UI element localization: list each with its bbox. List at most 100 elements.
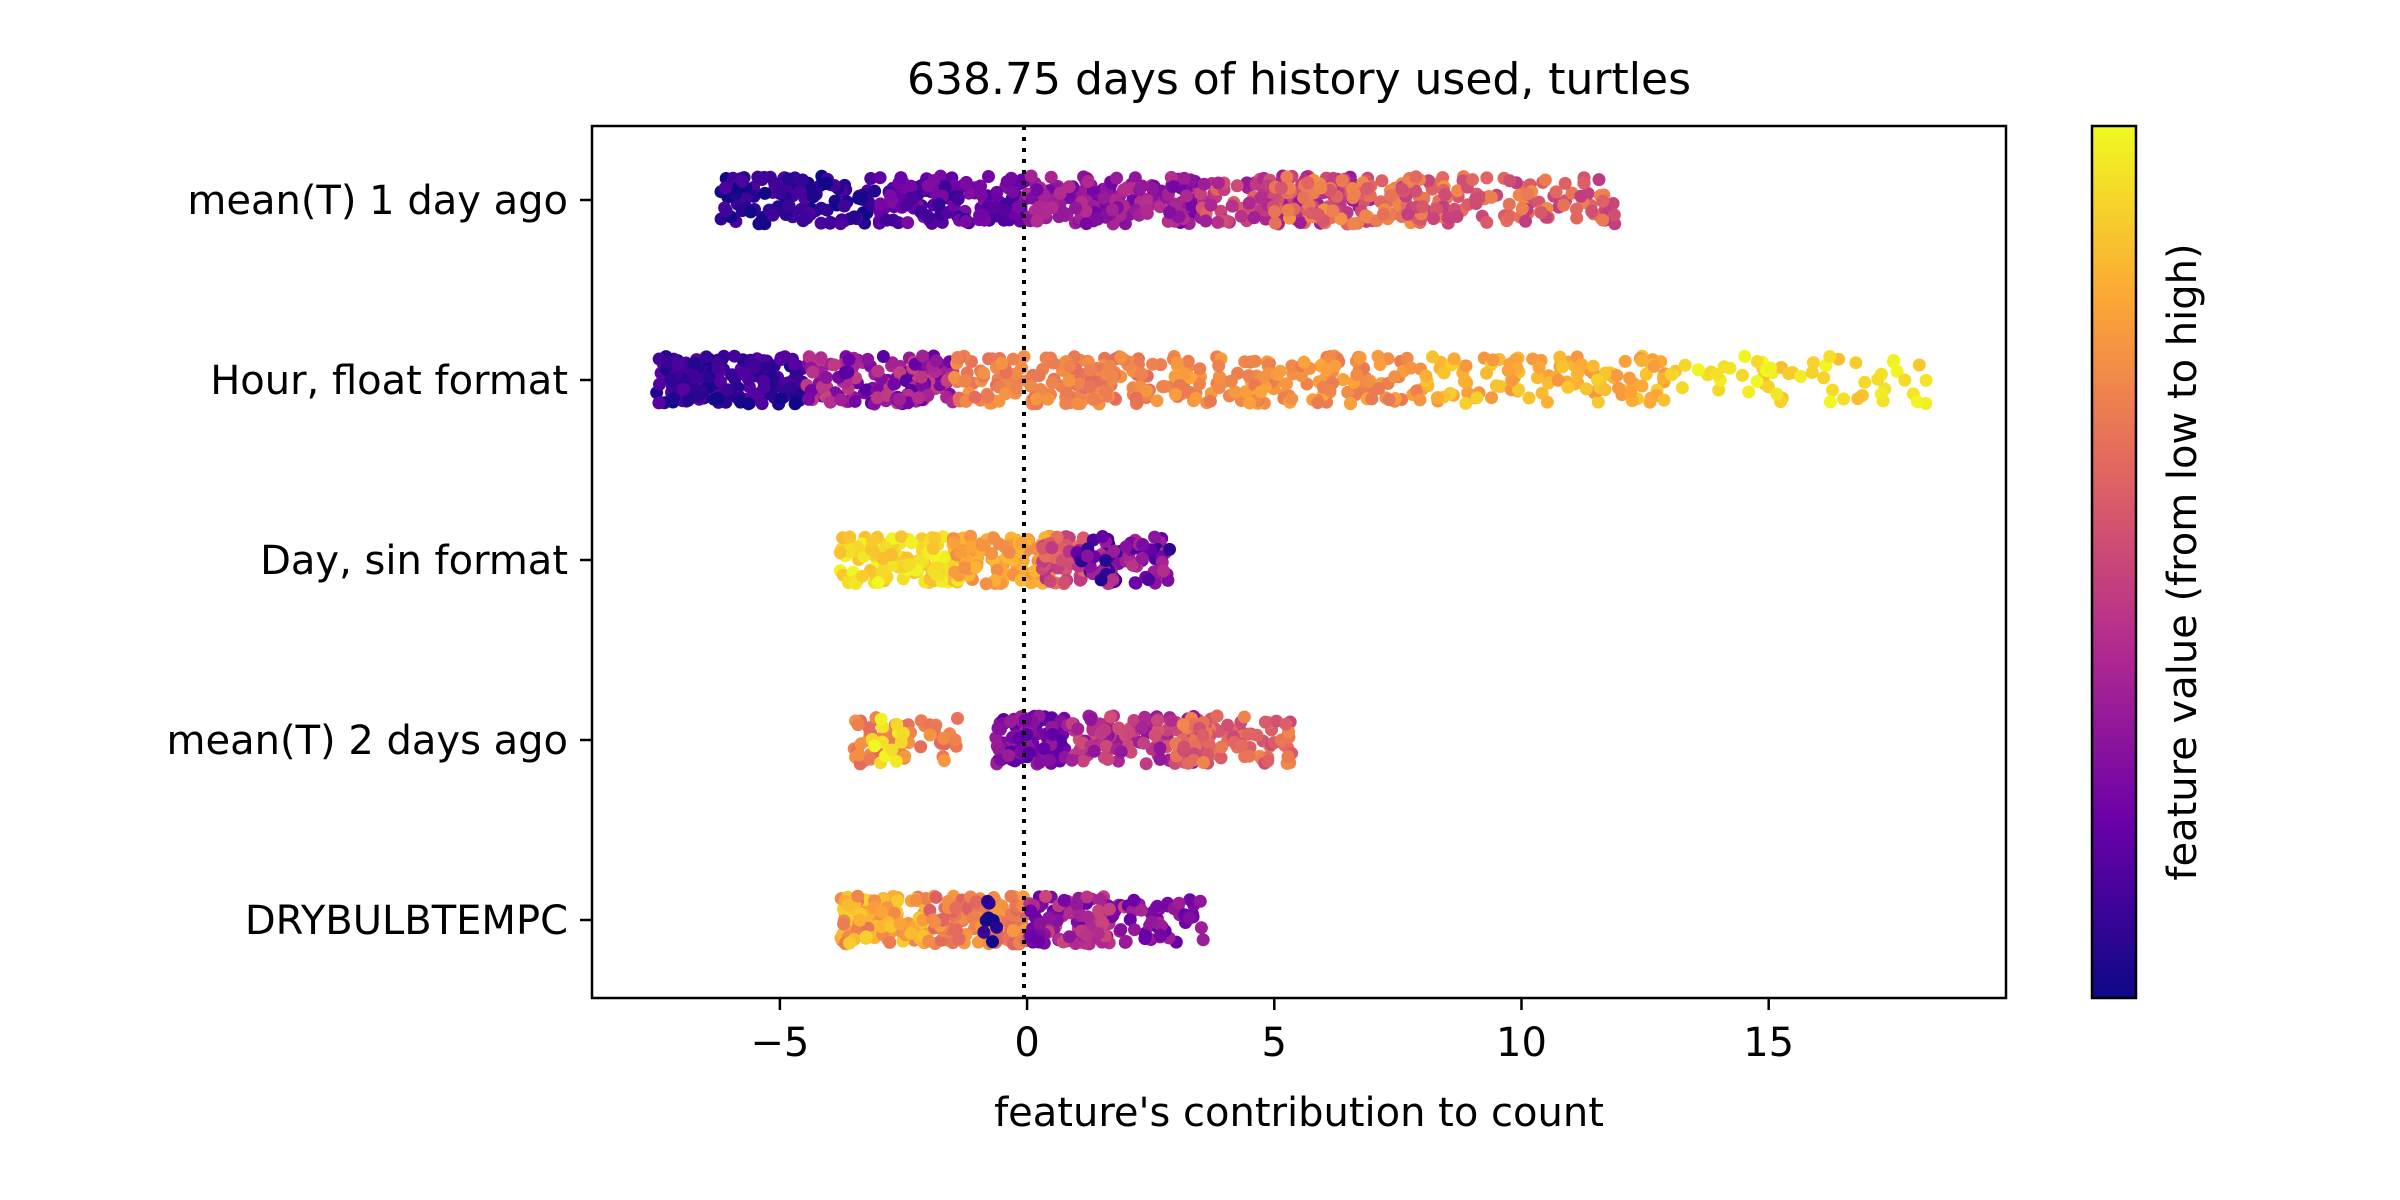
data-point xyxy=(1858,375,1872,389)
data-point xyxy=(1062,374,1076,388)
data-point xyxy=(1323,383,1337,397)
y-axis: mean(T) 1 day ago Hour, float format Day, … xyxy=(167,178,592,944)
data-point xyxy=(982,170,995,183)
data-point xyxy=(1805,366,1819,379)
data-point xyxy=(937,754,951,768)
data-point xyxy=(1153,200,1167,214)
data-point xyxy=(728,349,741,363)
data-point xyxy=(914,205,928,219)
data-point xyxy=(1457,375,1471,388)
data-point xyxy=(1341,385,1355,399)
data-point xyxy=(1919,373,1933,387)
data-point xyxy=(1285,359,1299,373)
data-point xyxy=(1280,377,1294,391)
data-point xyxy=(1910,395,1924,409)
data-point xyxy=(757,380,771,394)
data-point xyxy=(1163,542,1176,556)
data-point xyxy=(866,534,880,548)
data-point xyxy=(1181,354,1195,368)
data-point xyxy=(1532,361,1546,374)
data-point xyxy=(1189,392,1203,405)
data-point xyxy=(1826,383,1839,397)
data-point xyxy=(949,901,963,915)
data-point xyxy=(1459,396,1473,410)
data-point xyxy=(992,742,1006,756)
data-point xyxy=(951,711,964,725)
data-point xyxy=(1024,169,1038,183)
data-point xyxy=(1512,383,1526,397)
data-point xyxy=(1515,202,1529,215)
data-point xyxy=(1480,171,1494,185)
data-point xyxy=(905,536,919,550)
data-point xyxy=(875,565,889,579)
data-point xyxy=(834,217,848,231)
data-point xyxy=(1437,366,1451,380)
data-point xyxy=(951,351,965,364)
data-point xyxy=(1675,381,1689,395)
data-point xyxy=(1419,369,1433,383)
data-point xyxy=(992,394,1006,408)
data-point xyxy=(889,754,903,768)
data-point xyxy=(1033,755,1047,769)
data-point xyxy=(802,350,816,364)
data-point xyxy=(1006,185,1020,199)
data-point xyxy=(987,532,1001,545)
data-point xyxy=(1119,935,1133,948)
data-point xyxy=(902,558,916,572)
data-point xyxy=(1874,367,1888,381)
data-point xyxy=(926,542,940,555)
data-point xyxy=(1501,364,1515,377)
data-point xyxy=(1606,197,1620,210)
data-point xyxy=(986,935,999,949)
data-point xyxy=(947,536,961,550)
data-point xyxy=(1002,545,1016,559)
data-point xyxy=(735,174,749,188)
data-point xyxy=(1485,391,1498,405)
data-point xyxy=(1221,718,1235,732)
data-point xyxy=(1346,217,1360,231)
data-point xyxy=(1505,373,1519,387)
data-point xyxy=(1320,363,1334,377)
chart-title: 638.75 days of history used, turtles xyxy=(907,54,1691,105)
data-point xyxy=(1004,171,1018,185)
y-tick-label: DRYBULBTEMPC xyxy=(245,898,568,944)
data-point xyxy=(1176,718,1190,732)
data-point xyxy=(1080,549,1094,563)
data-point xyxy=(1065,753,1079,767)
data-point xyxy=(1261,754,1275,768)
data-point xyxy=(720,383,734,397)
data-point xyxy=(1293,216,1307,229)
data-point xyxy=(1480,366,1493,380)
data-point xyxy=(1053,186,1067,200)
data-point xyxy=(677,382,691,396)
data-point xyxy=(1577,176,1591,190)
data-point xyxy=(1395,182,1409,196)
data-point xyxy=(1375,174,1389,188)
data-point xyxy=(1742,385,1756,399)
data-point xyxy=(1137,736,1151,750)
data-point xyxy=(1592,173,1606,187)
data-point xyxy=(1591,373,1604,387)
data-point xyxy=(860,383,874,397)
x-tick-label: 5 xyxy=(1262,1020,1287,1066)
data-point xyxy=(1210,709,1224,723)
data-point xyxy=(1794,370,1808,383)
data-point xyxy=(1898,373,1912,387)
data-point xyxy=(1033,917,1047,931)
data-point xyxy=(1070,897,1084,911)
data-point xyxy=(1177,171,1191,185)
data-point xyxy=(806,190,820,204)
data-point xyxy=(1598,383,1612,397)
data-point xyxy=(1750,355,1764,368)
data-point xyxy=(1887,354,1901,367)
data-point xyxy=(1890,364,1904,378)
data-point xyxy=(1851,392,1865,406)
data-point xyxy=(1032,935,1046,949)
data-point xyxy=(1057,893,1071,907)
data-point xyxy=(1466,173,1479,187)
data-point xyxy=(929,354,943,368)
data-point xyxy=(1360,182,1374,196)
data-point xyxy=(1117,183,1131,197)
data-point xyxy=(1770,387,1784,401)
data-point xyxy=(914,740,928,754)
